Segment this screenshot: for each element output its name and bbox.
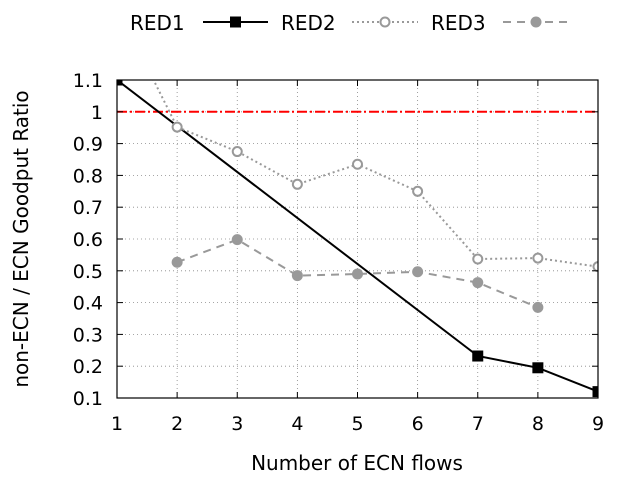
data-point	[291, 178, 303, 190]
series-red1	[117, 80, 598, 398]
y-tick-label: 1.1	[73, 70, 103, 92]
x-tick-label: 4	[291, 413, 303, 435]
y-tick-label: 0.5	[73, 261, 103, 283]
y-tick-label: 0.1	[73, 388, 103, 410]
data-point	[472, 253, 484, 265]
y-tick-label: 0.3	[73, 324, 103, 346]
data-point	[412, 185, 424, 197]
y-tick-label: 0.2	[73, 356, 103, 378]
data-point	[171, 256, 183, 268]
legend-marker	[530, 16, 542, 28]
x-tick-label: 6	[412, 413, 424, 435]
x-tick-label: 3	[231, 413, 243, 435]
data-point	[352, 268, 363, 280]
y-tick-label: 1	[91, 102, 103, 124]
data-point	[113, 2, 122, 11]
legend-label: RED1	[130, 11, 185, 35]
data-point	[231, 146, 243, 158]
y-axis-title: non-ECN / ECN Goodput Ratio	[9, 90, 33, 387]
x-axis-ticks: 1 2 3 4 5 6 7 8 9	[111, 80, 604, 435]
series-layer	[113, 2, 598, 398]
x-tick-label: 7	[472, 413, 484, 435]
y-tick-label: 0.9	[73, 134, 103, 156]
x-tick-label: 2	[171, 413, 183, 435]
data-point	[231, 234, 243, 246]
legend-label: RED3	[431, 11, 486, 35]
legend-marker	[230, 16, 241, 28]
x-axis-title: Number of ECN flows	[251, 451, 463, 475]
data-point	[592, 386, 598, 398]
data-point	[171, 121, 183, 133]
series-red2	[113, 2, 598, 273]
data-point	[117, 80, 123, 86]
data-point	[532, 252, 544, 264]
data-point	[472, 277, 484, 289]
y-tick-label: 0.6	[73, 229, 103, 251]
x-tick-label: 1	[111, 413, 123, 435]
legend: RED1 RED2 RED3	[130, 11, 569, 35]
legend-item-red1: RED1	[130, 11, 268, 35]
x-tick-label: 8	[532, 413, 544, 435]
y-tick-label: 0.7	[73, 197, 103, 219]
legend-item-red2: RED2	[281, 11, 418, 35]
data-point	[472, 350, 484, 362]
y-tick-label: 0.4	[73, 293, 103, 315]
grid	[117, 80, 598, 398]
x-tick-label: 9	[592, 413, 604, 435]
data-point	[412, 266, 424, 278]
data-point	[291, 270, 303, 282]
y-axis-ticks: 0.1 0.2 0.3 0.4 0.5 0.6 0.7 0.8 0.9 1 1.1	[73, 70, 598, 410]
data-point	[352, 158, 363, 170]
legend-label: RED2	[281, 11, 336, 35]
legend-item-red3: RED3	[431, 11, 569, 35]
series-line	[117, 80, 598, 393]
x-tick-label: 5	[351, 413, 363, 435]
data-point	[592, 261, 598, 273]
series-red3	[171, 234, 544, 313]
data-point	[532, 362, 544, 374]
y-tick-label: 0.8	[73, 165, 103, 187]
data-point	[532, 301, 544, 313]
legend-marker	[379, 16, 391, 28]
